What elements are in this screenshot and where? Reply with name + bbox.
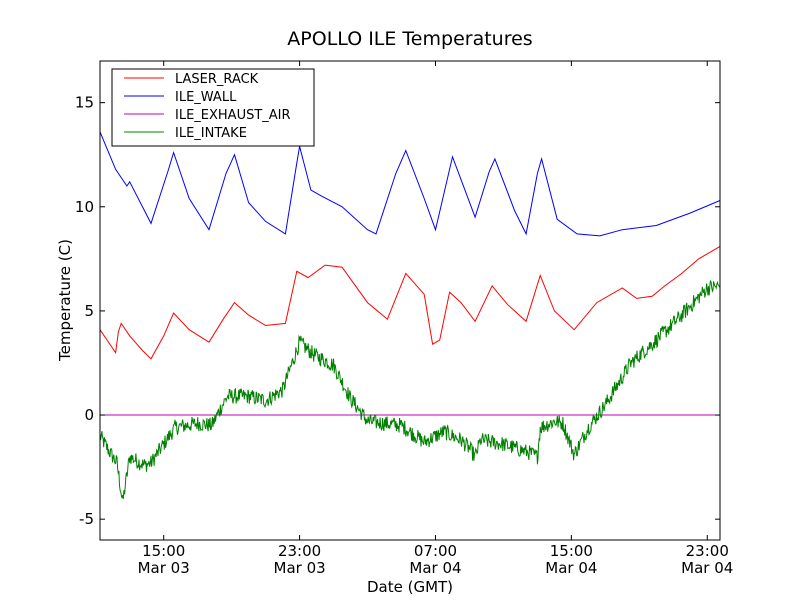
x-tick-label-time: 07:00: [414, 542, 457, 560]
legend-label-ile-wall: ILE_WALL: [175, 90, 237, 105]
x-tick-label-date: Mar 03: [138, 559, 190, 577]
x-tick-label-time: 23:00: [686, 542, 729, 560]
y-tick-label: -5: [79, 510, 94, 528]
x-tick-label-time: 15:00: [142, 542, 185, 560]
chart-title: APOLLO ILE Temperatures: [287, 28, 532, 50]
y-tick-label: 0: [84, 406, 94, 424]
x-axis-label: Date (GMT): [367, 578, 453, 596]
x-tick-label-date: Mar 03: [274, 559, 326, 577]
series-line-ile-wall: [99, 131, 721, 237]
series-line-laser-rack: [99, 245, 721, 360]
y-tick-label: 15: [75, 94, 94, 112]
legend-label-ile-intake: ILE_INTAKE: [175, 126, 247, 141]
x-tick-label-date: Mar 04: [681, 559, 733, 577]
y-axis-label: Temperature (C): [56, 239, 74, 362]
series-line-ile-intake: [99, 279, 721, 499]
legend-label-ile-exhaust-air: ILE_EXHAUST_AIR: [175, 108, 291, 123]
series-layer: [99, 131, 721, 499]
legend-label-laser-rack: LASER_RACK: [175, 72, 259, 87]
x-tick-label-date: Mar 04: [409, 559, 461, 577]
x-tick-label-time: 15:00: [550, 542, 593, 560]
x-tick-label-time: 23:00: [278, 542, 321, 560]
y-tick-label: 5: [84, 302, 94, 320]
x-tick-label-date: Mar 04: [545, 559, 597, 577]
y-tick-label: 10: [75, 198, 94, 216]
plot-frame: [99, 60, 721, 541]
legend: LASER_RACK ILE_WALL ILE_EXHAUST_AIR ILE_INT…: [111, 68, 315, 147]
legend-box: [111, 68, 315, 147]
